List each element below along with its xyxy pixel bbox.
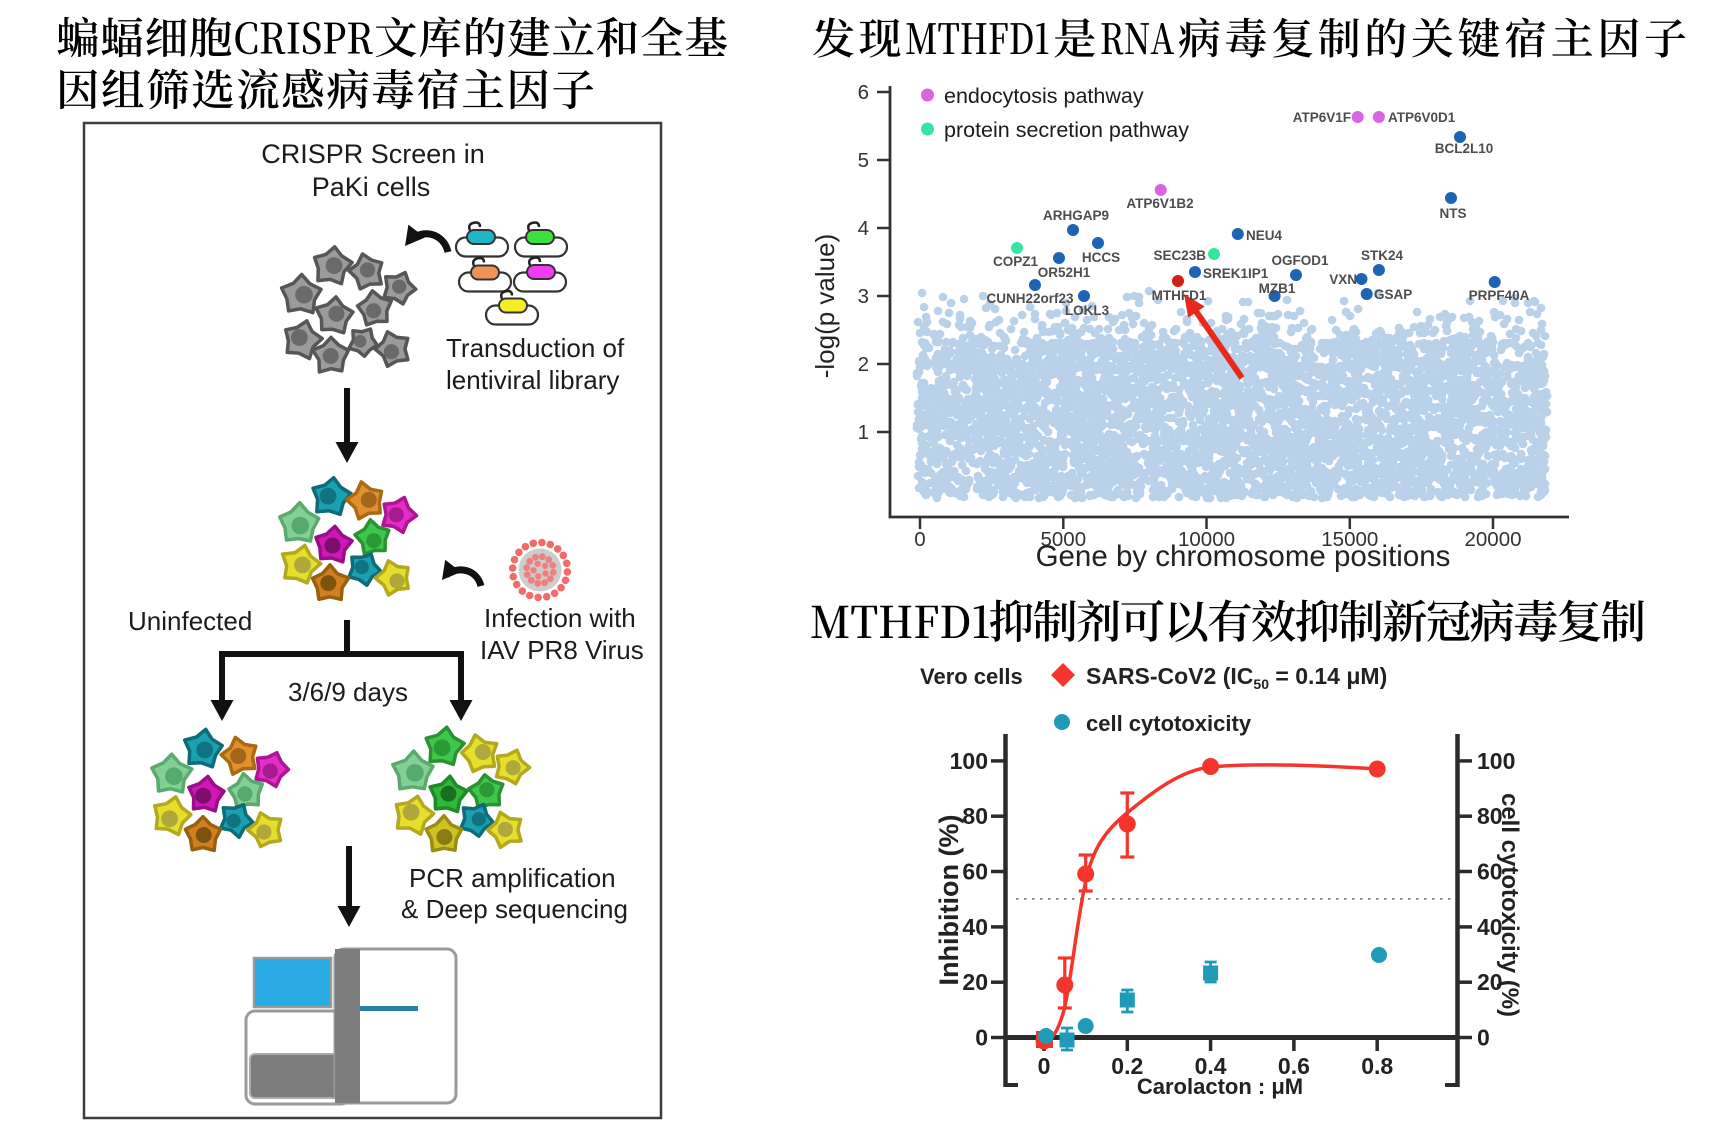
svg-text:0.6: 0.6 <box>1278 1053 1310 1079</box>
svg-text:ATP6V1F: ATP6V1F <box>1293 110 1351 125</box>
svg-text:ARHGAP9: ARHGAP9 <box>1043 208 1109 223</box>
svg-text:1: 1 <box>858 421 869 444</box>
svg-text:80: 80 <box>1477 803 1503 829</box>
svg-text:IAV PR8 Virus: IAV PR8 Virus <box>480 635 644 665</box>
svg-text:0.2: 0.2 <box>1111 1053 1143 1079</box>
svg-text:NEU4: NEU4 <box>1246 228 1283 243</box>
svg-text:20: 20 <box>962 969 988 995</box>
svg-text:SEC23B: SEC23B <box>1153 248 1206 263</box>
svg-text:cell cytotoxicity (%): cell cytotoxicity (%) <box>1496 793 1523 1017</box>
svg-text:5: 5 <box>858 149 869 172</box>
svg-text:ATP6V1B2: ATP6V1B2 <box>1126 196 1193 211</box>
svg-text:0.8: 0.8 <box>1361 1053 1393 1079</box>
svg-text:GSAP: GSAP <box>1374 287 1412 302</box>
svg-text:0.4: 0.4 <box>1195 1053 1227 1079</box>
svg-text:ATP6V0D1: ATP6V0D1 <box>1388 110 1456 125</box>
svg-text:40: 40 <box>1477 914 1503 940</box>
svg-text:protein secretion pathway: protein secretion pathway <box>944 118 1189 142</box>
svg-text:20000: 20000 <box>1464 528 1521 551</box>
svg-text:80: 80 <box>962 803 988 829</box>
svg-text:PaKi cells: PaKi cells <box>312 172 431 202</box>
svg-text:BCL2L10: BCL2L10 <box>1435 141 1494 156</box>
svg-text:Inhibition (%): Inhibition (%) <box>934 815 964 986</box>
svg-text:-log(p value): -log(p value) <box>810 234 840 379</box>
svg-text:Transduction of: Transduction of <box>446 333 625 363</box>
svg-text:60: 60 <box>1477 859 1503 885</box>
svg-text:4: 4 <box>858 217 869 240</box>
svg-text:NTS: NTS <box>1440 206 1467 221</box>
svg-text:PRPF40A: PRPF40A <box>1469 288 1530 303</box>
svg-text:0: 0 <box>975 1025 988 1051</box>
svg-text:3: 3 <box>858 285 869 308</box>
svg-text:MZB1: MZB1 <box>1259 281 1296 296</box>
svg-text:MTHFD1: MTHFD1 <box>1152 288 1207 303</box>
svg-text:0: 0 <box>914 528 925 551</box>
svg-text:Uninfected: Uninfected <box>128 606 252 636</box>
svg-text:HCCS: HCCS <box>1082 250 1120 265</box>
svg-text:lentiviral library: lentiviral library <box>446 365 619 395</box>
svg-text:endocytosis pathway: endocytosis pathway <box>944 84 1144 108</box>
svg-text:Vero cells: Vero cells <box>920 664 1023 689</box>
svg-text:SARS-CoV2 (IC50 = 0.14 μM): SARS-CoV2 (IC50 = 0.14 μM) <box>1086 663 1387 692</box>
svg-text:& Deep sequencing: & Deep sequencing <box>401 894 628 924</box>
svg-text:cell cytotoxicity: cell cytotoxicity <box>1086 711 1252 736</box>
svg-text:Infection with: Infection with <box>484 603 636 633</box>
svg-text:CUNH22orf23: CUNH22orf23 <box>986 291 1074 306</box>
svg-text:OR52H1: OR52H1 <box>1038 265 1091 280</box>
svg-text:0: 0 <box>1038 1053 1051 1079</box>
svg-text:PCR amplification: PCR amplification <box>409 863 616 893</box>
svg-text:20: 20 <box>1477 969 1503 995</box>
svg-text:LOKL3: LOKL3 <box>1065 303 1110 318</box>
svg-text:6: 6 <box>858 81 869 104</box>
svg-text:5000: 5000 <box>1040 528 1086 551</box>
svg-text:3/6/9 days: 3/6/9 days <box>288 677 408 707</box>
svg-text:Gene by chromosome positions: Gene by chromosome positions <box>1036 540 1451 573</box>
svg-text:OGFOD1: OGFOD1 <box>1271 253 1328 268</box>
svg-text:Carolacton : μM: Carolacton : μM <box>1137 1074 1303 1099</box>
svg-text:100: 100 <box>1477 748 1515 774</box>
svg-text:15000: 15000 <box>1321 528 1378 551</box>
svg-text:2: 2 <box>858 353 869 376</box>
svg-text:SREK1IP1: SREK1IP1 <box>1203 266 1269 281</box>
svg-text:10000: 10000 <box>1178 528 1235 551</box>
svg-text:STK24: STK24 <box>1361 248 1404 263</box>
svg-text:VXN: VXN <box>1329 272 1357 287</box>
svg-text:COPZ1: COPZ1 <box>993 254 1039 269</box>
svg-text:100: 100 <box>950 748 988 774</box>
svg-text:60: 60 <box>962 859 988 885</box>
svg-text:40: 40 <box>962 914 988 940</box>
svg-text:CRISPR Screen in: CRISPR Screen in <box>261 139 485 169</box>
svg-text:0: 0 <box>1477 1025 1490 1051</box>
